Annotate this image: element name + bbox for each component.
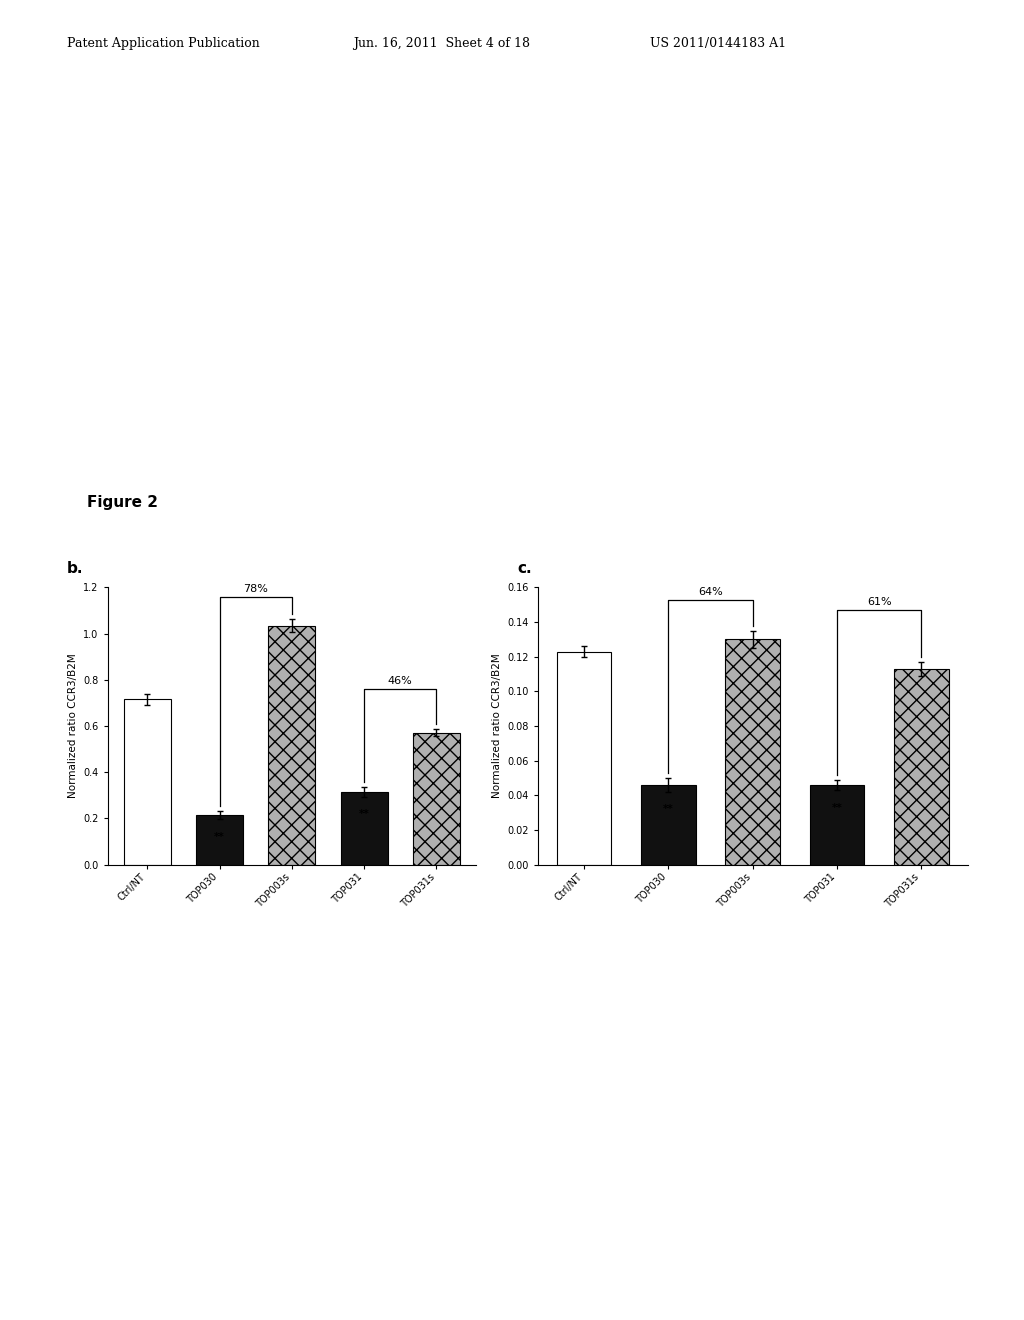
Bar <box>557 652 611 865</box>
Text: **: ** <box>214 832 225 842</box>
Text: 61%: 61% <box>867 597 892 607</box>
Bar <box>268 626 315 865</box>
Text: US 2011/0144183 A1: US 2011/0144183 A1 <box>650 37 786 50</box>
Text: Patent Application Publication: Patent Application Publication <box>67 37 259 50</box>
Bar <box>124 700 171 865</box>
Bar <box>196 814 243 865</box>
Text: 46%: 46% <box>388 676 413 686</box>
Text: **: ** <box>663 804 674 814</box>
Bar <box>641 785 695 865</box>
Y-axis label: Normalized ratio CCR3/B2M: Normalized ratio CCR3/B2M <box>68 653 78 799</box>
Bar <box>413 733 460 865</box>
Text: Jun. 16, 2011  Sheet 4 of 18: Jun. 16, 2011 Sheet 4 of 18 <box>353 37 530 50</box>
Y-axis label: Normalized ratio CCR3/B2M: Normalized ratio CCR3/B2M <box>492 653 502 799</box>
Bar <box>894 669 948 865</box>
Text: c.: c. <box>517 561 531 576</box>
Text: b.: b. <box>67 561 83 576</box>
Text: **: ** <box>358 809 370 820</box>
Bar <box>725 639 780 865</box>
Text: 78%: 78% <box>244 583 268 594</box>
Text: 64%: 64% <box>698 587 723 597</box>
Bar <box>810 785 864 865</box>
Bar <box>341 792 388 865</box>
Text: Figure 2: Figure 2 <box>87 495 158 510</box>
Text: **: ** <box>831 803 843 813</box>
